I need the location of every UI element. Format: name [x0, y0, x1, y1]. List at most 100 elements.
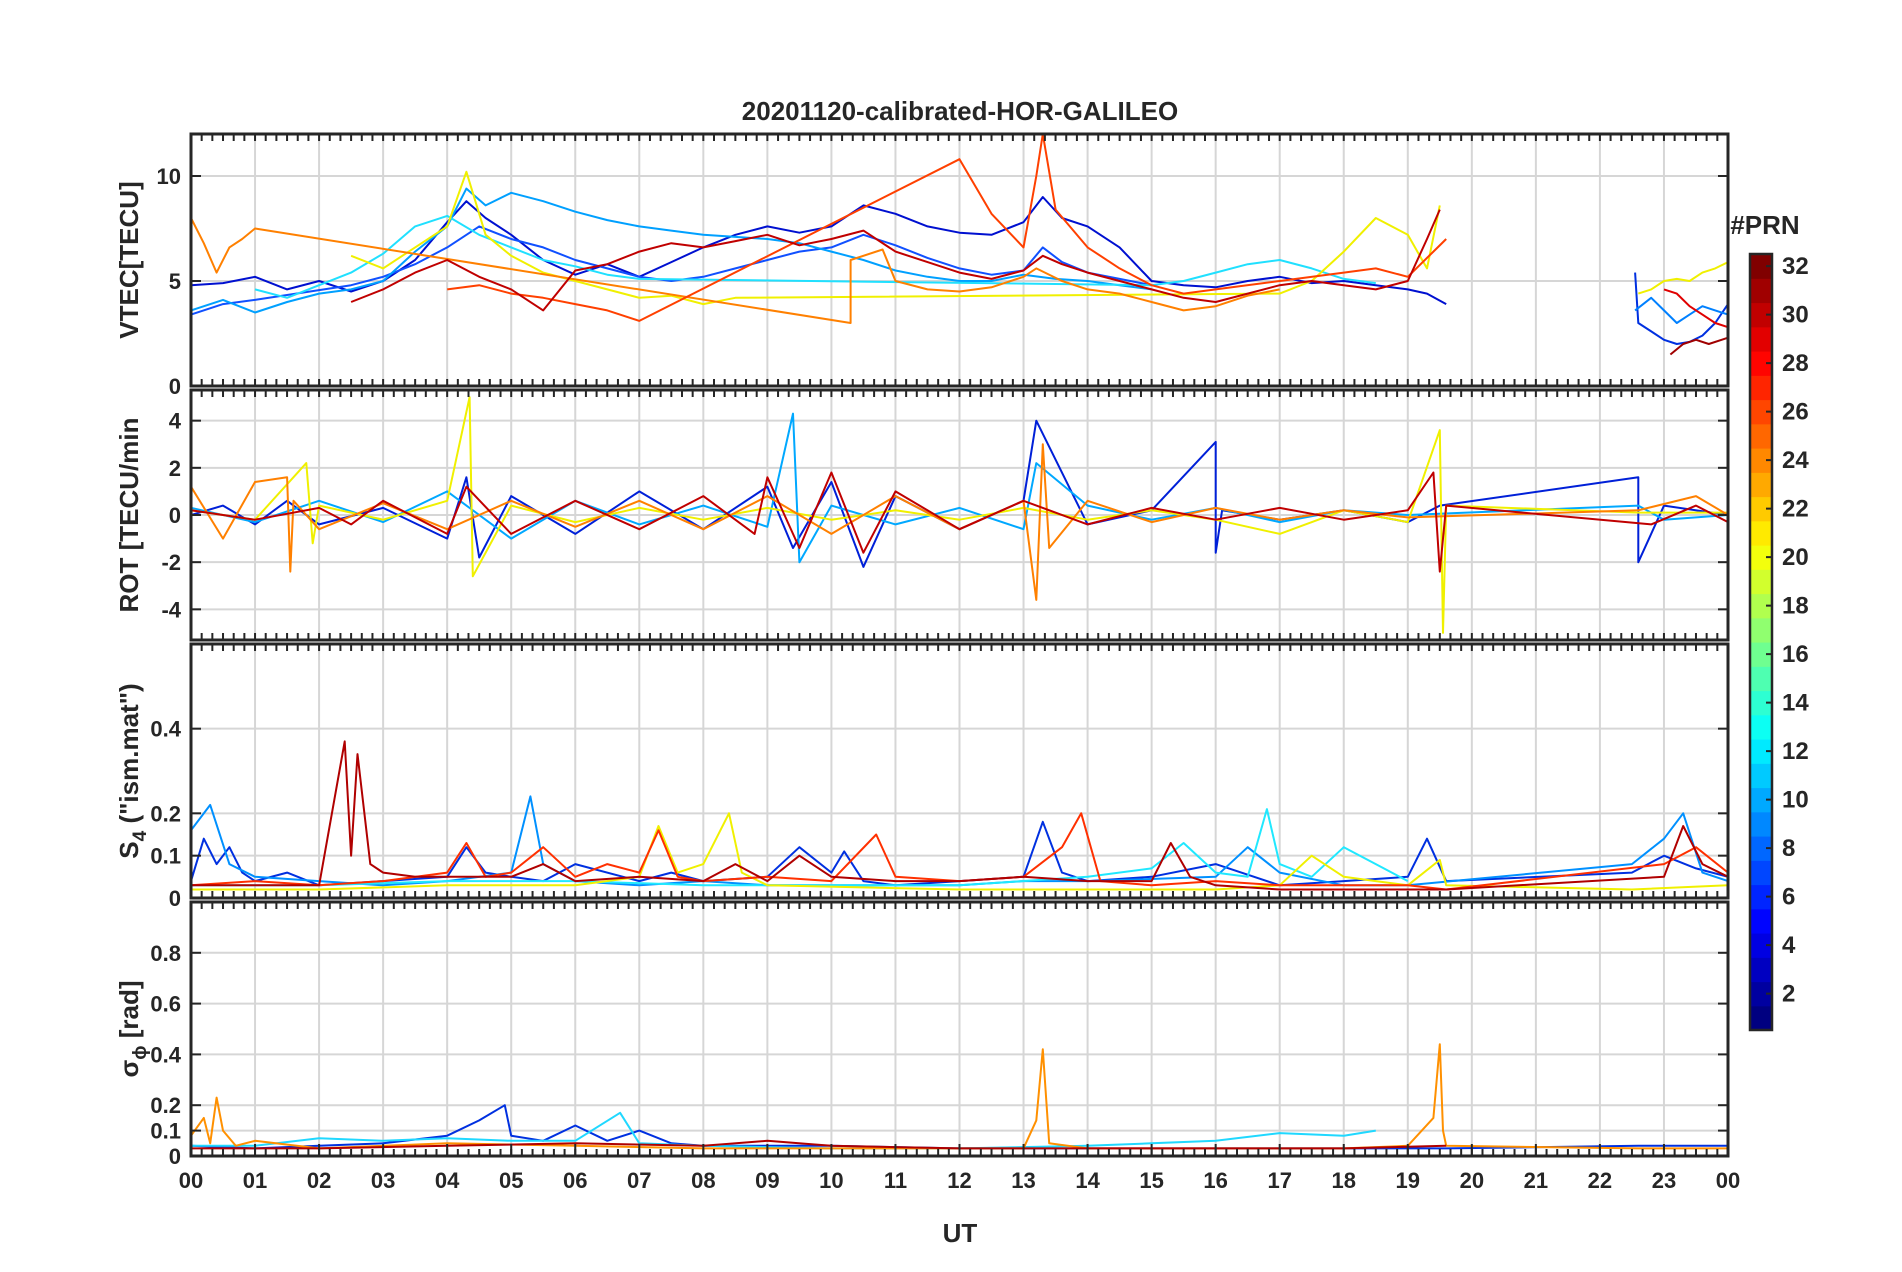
panel-1-frame — [189, 132, 1730, 388]
panel-3: 0 0.1 0.2 0.4S4 ("ism.mat") — [114, 642, 1730, 911]
x-tick-label: 10 — [819, 1168, 843, 1193]
x-tick-label: 21 — [1524, 1168, 1548, 1193]
colorbar-title: #PRN — [1730, 210, 1799, 240]
y-tick-label: 0.4 — [150, 1042, 181, 1067]
series-line-prn-29 — [1663, 288, 1728, 329]
series-line-prn-30 — [191, 471, 1728, 573]
panel-2-grid — [191, 390, 1728, 640]
y-tick-label: -2 — [161, 550, 181, 575]
panel-1-series — [191, 134, 1728, 356]
series-line-prn-26 — [447, 134, 1447, 322]
colorbar-swatch — [1750, 666, 1772, 692]
colorbar-swatch — [1750, 520, 1772, 546]
colorbar-tick-label: 28 — [1782, 350, 1809, 377]
colorbar-swatch — [1750, 399, 1772, 425]
colorbar-tick-label: 20 — [1782, 544, 1809, 571]
x-tick-label: 00 — [1716, 1168, 1740, 1193]
colorbar-tick-label: 14 — [1782, 690, 1809, 717]
colorbar-swatch — [1750, 981, 1772, 1007]
colorbar-swatch — [1750, 617, 1772, 643]
x-tick-label: 00 — [179, 1168, 203, 1193]
x-tick-label: 14 — [1075, 1168, 1100, 1193]
series-line-prn-20 — [191, 812, 1728, 891]
colorbar-swatch — [1750, 1005, 1772, 1031]
y-tick-label: 0.2 — [150, 801, 181, 826]
x-tick-label: 20 — [1460, 1168, 1484, 1193]
series-line-prn-30 — [191, 1139, 1447, 1150]
x-tick-label: 19 — [1396, 1168, 1420, 1193]
colorbar-tick-label: 24 — [1782, 447, 1809, 474]
y-tick-label: 5 — [169, 269, 181, 294]
panel-4-y-axis: 00.10.2 0.4 0.6 0.8 — [150, 941, 1728, 1169]
colorbar-swatch — [1750, 690, 1772, 716]
x-tick-label: 17 — [1267, 1168, 1291, 1193]
colorbar-swatch — [1750, 545, 1772, 570]
series-line-prn-9 — [1634, 296, 1728, 324]
y-tick-label: 0.1 — [150, 844, 181, 869]
colorbar-tick-label: 4 — [1782, 932, 1796, 959]
x-tick-label: 08 — [691, 1168, 715, 1193]
series-line-prn-31 — [1669, 336, 1728, 356]
colorbar-tick-label: 18 — [1782, 593, 1809, 620]
colorbar-frame — [1748, 252, 1774, 1032]
panel-1-grid — [191, 134, 1728, 386]
x-tick-label: 05 — [499, 1168, 523, 1193]
x-tick-label: 06 — [563, 1168, 587, 1193]
x-tick-label: 22 — [1588, 1168, 1612, 1193]
colorbar-tick-label: 10 — [1782, 787, 1809, 814]
panel-2-y-axis: -4 -2 0 2 4 — [161, 409, 1728, 622]
y-tick-label: 0.2 — [150, 1093, 181, 1118]
colorbar-tick-label: 30 — [1782, 302, 1809, 329]
colorbar-swatch — [1750, 375, 1772, 401]
colorbar-swatch — [1750, 908, 1772, 934]
series-line-prn-20 — [350, 170, 1441, 306]
series-line-prn-13 — [191, 808, 1409, 887]
x-tick-label: 23 — [1652, 1168, 1676, 1193]
chart-title: 20201120-calibrated-HOR-GALILEO — [742, 96, 1178, 126]
colorbar-swatch — [1750, 278, 1772, 304]
x-axis-label: UT — [943, 1218, 978, 1248]
colorbar-swatch — [1750, 496, 1772, 522]
series-line-prn-30 — [350, 209, 1441, 312]
panel-3-frame — [189, 642, 1730, 900]
panel-3-y-label: S4 ("ism.mat") — [114, 683, 151, 858]
colorbar-swatch — [1750, 326, 1772, 352]
colorbar-swatch — [1750, 351, 1772, 376]
colorbar-tick-label: 2 — [1782, 981, 1795, 1008]
x-tick-label: 03 — [371, 1168, 395, 1193]
x-tick-label: 07 — [627, 1168, 651, 1193]
panel-3-series — [191, 740, 1728, 891]
x-tick-label: 12 — [947, 1168, 971, 1193]
panel-3-grid — [191, 644, 1728, 898]
y-tick-label: 0.8 — [150, 941, 181, 966]
x-tick-label: 09 — [755, 1168, 779, 1193]
colorbar-swatch — [1750, 714, 1772, 740]
y-tick-label: 0 — [169, 886, 181, 911]
colorbar-swatch — [1750, 884, 1772, 910]
x-tick-label: 15 — [1139, 1168, 1163, 1193]
colorbar-tick-label: 22 — [1782, 496, 1809, 523]
panel-1-y-axis: 0 5 10 — [157, 164, 1728, 399]
colorbar-swatch — [1750, 423, 1772, 449]
series-line-prn-6 — [191, 225, 1152, 316]
colorbar-swatch — [1750, 811, 1772, 837]
colorbar-swatch — [1750, 957, 1772, 983]
x-tick-label: 11 — [884, 1168, 907, 1193]
series-line-prn-20 — [1637, 261, 1728, 295]
colorbar-swatch — [1750, 933, 1772, 958]
colorbar-swatch — [1750, 642, 1772, 667]
x-axis: 00 01 02 03 04 05 06 07 08 09 10 11 12 13 14 15 16 17 18 19… — [179, 1144, 1740, 1193]
y-tick-label: 0 — [169, 1144, 181, 1169]
panel-4-y-label: σϕ [rad] — [114, 980, 151, 1077]
series-line-prn-20 — [191, 396, 1728, 634]
panel-4-grid — [191, 902, 1728, 1156]
series-line-prn-30 — [191, 740, 1728, 891]
colorbar-tick-label: 32 — [1782, 253, 1809, 280]
y-tick-label: 0.6 — [150, 992, 181, 1017]
colorbar-swatch — [1750, 302, 1772, 328]
series-line-prn-12 — [254, 214, 1376, 299]
x-tick-label: 18 — [1332, 1168, 1356, 1193]
